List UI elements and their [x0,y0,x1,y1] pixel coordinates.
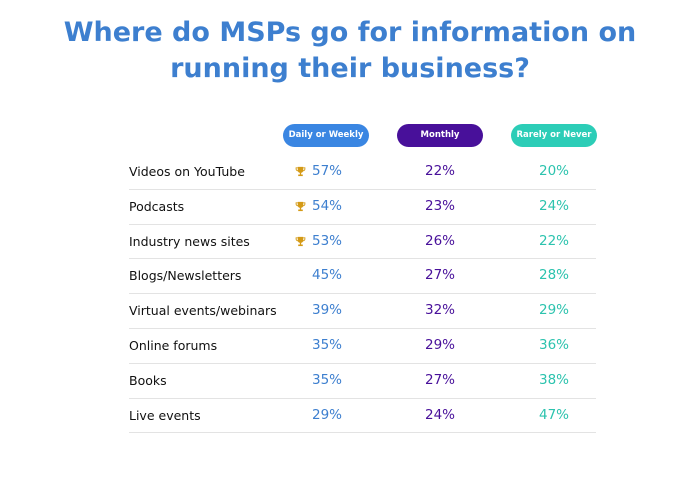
table-row: Online forums 35% 29% 36% [129,329,596,364]
daily-or-weekly-value: 54% [311,197,342,214]
rarely-or-never-value: 24% [538,197,569,214]
row-label: Videos on YouTube [129,164,245,179]
trophy-icon [295,201,306,211]
rarely-or-never-value: 38% [538,371,569,388]
monthly-value: 27% [424,371,455,388]
row-label: Online forums [129,337,218,353]
monthly-value: 23% [424,197,455,214]
table-row: Virtual events/webinars 39% 32% 29% [129,294,596,329]
daily-or-weekly-value: 53% [311,232,342,249]
row-label: Virtual events/webinars [129,303,277,319]
trophy-icon [295,166,306,177]
daily-or-weekly-value: 35% [311,371,342,388]
daily-or-weekly-value: 35% [311,336,342,353]
column-header-monthly: Monthly [397,124,483,147]
chart-title-line-1: Where do MSPs go for information on [63,17,637,48]
rarely-or-never-value: 47% [538,406,569,423]
rarely-or-never-value: 28% [538,267,569,284]
frequency-table: Videos on YouTube 57% 22% 20% Podcasts 54% 23%… [129,155,596,434]
table-row: Videos on YouTube 57% 22% 20% [129,155,596,190]
daily-or-weekly-value: 39% [311,302,342,319]
table-row: Industry news sites 53% 26% 22% [129,225,596,260]
monthly-value: 32% [424,302,455,319]
daily-or-weekly-value: 29% [311,406,342,423]
rarely-or-never-value: 22% [538,232,569,249]
table-row: Blogs/Newsletters 45% 27% 28% [129,259,596,295]
daily-or-weekly-value: 57% [311,163,342,179]
column-header-daily-or-weekly: Daily or Weekly [283,124,369,147]
row-label: Live events [129,407,201,423]
daily-or-weekly-value: 45% [311,267,342,284]
rarely-or-never-value: 29% [538,302,569,319]
table-row: Live events 29% 24% 47% [129,399,596,434]
row-label: Blogs/Newsletters [129,268,242,284]
row-label: Podcasts [129,198,185,214]
rarely-or-never-value: 20% [538,163,569,179]
chart-title-line-2: running their business? [170,53,530,84]
table-row: Podcasts 54% 23% 24% [129,190,596,225]
table-row: Books 35% 27% 38% [129,364,596,399]
rarely-or-never-value: 36% [538,336,569,353]
monthly-value: 26% [424,232,455,249]
monthly-value: 22% [424,163,455,179]
row-label: Industry news sites [129,233,250,249]
column-header-rarely-or-never: Rarely or Never [511,124,597,147]
row-label: Books [129,372,167,388]
monthly-value: 29% [424,336,455,353]
monthly-value: 24% [424,406,455,423]
monthly-value: 27% [424,267,455,284]
trophy-icon [295,236,306,246]
